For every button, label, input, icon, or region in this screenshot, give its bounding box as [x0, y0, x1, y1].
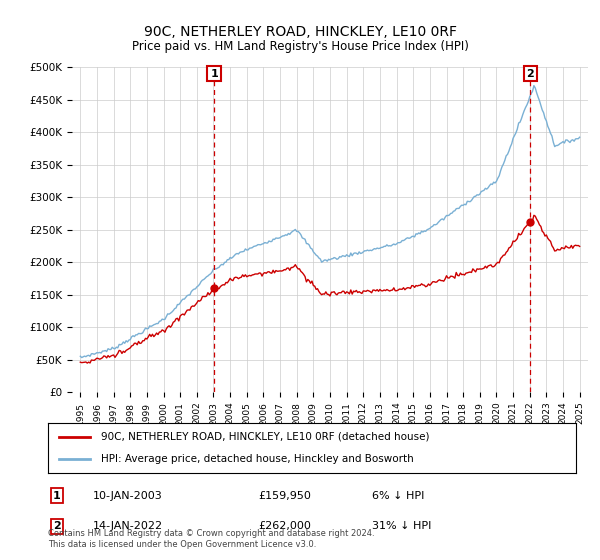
Text: HPI: Average price, detached house, Hinckley and Bosworth: HPI: Average price, detached house, Hinc…: [101, 454, 413, 464]
Text: 6% ↓ HPI: 6% ↓ HPI: [372, 491, 424, 501]
Text: 90C, NETHERLEY ROAD, HINCKLEY, LE10 0RF (detached house): 90C, NETHERLEY ROAD, HINCKLEY, LE10 0RF …: [101, 432, 430, 442]
Text: Contains HM Land Registry data © Crown copyright and database right 2024.
This d: Contains HM Land Registry data © Crown c…: [48, 529, 374, 549]
Text: 10-JAN-2003: 10-JAN-2003: [93, 491, 163, 501]
Text: 14-JAN-2022: 14-JAN-2022: [93, 521, 163, 531]
Text: 2: 2: [527, 69, 534, 79]
Text: 90C, NETHERLEY ROAD, HINCKLEY, LE10 0RF: 90C, NETHERLEY ROAD, HINCKLEY, LE10 0RF: [143, 25, 457, 39]
Text: Price paid vs. HM Land Registry's House Price Index (HPI): Price paid vs. HM Land Registry's House …: [131, 40, 469, 53]
Text: 31% ↓ HPI: 31% ↓ HPI: [372, 521, 431, 531]
Text: 1: 1: [53, 491, 61, 501]
Text: £159,950: £159,950: [258, 491, 311, 501]
Text: 1: 1: [210, 69, 218, 79]
Text: 2: 2: [53, 521, 61, 531]
Text: £262,000: £262,000: [258, 521, 311, 531]
